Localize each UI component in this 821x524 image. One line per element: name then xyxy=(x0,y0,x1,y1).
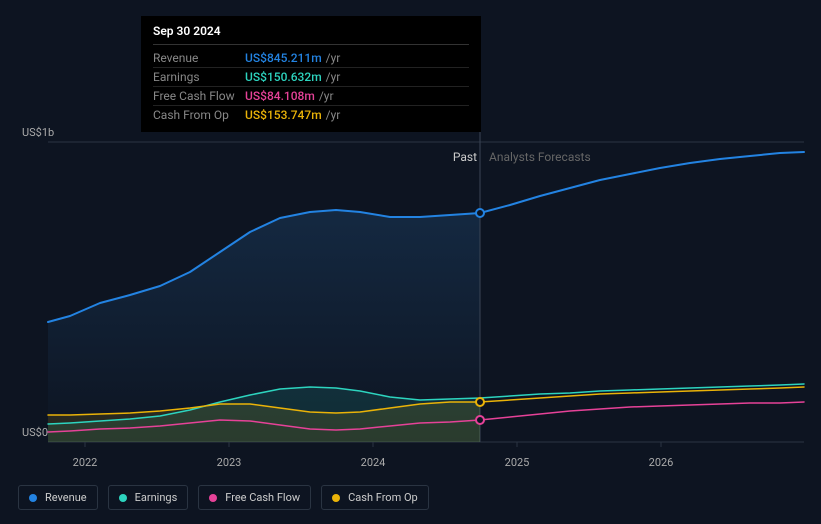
legend-dot-icon xyxy=(332,494,340,502)
x-axis-labels: 2022 2023 2024 2025 2026 xyxy=(48,456,805,472)
tooltip-metric-value: US$150.632m xyxy=(245,70,322,84)
legend-item-cfo[interactable]: Cash From Op xyxy=(321,485,429,510)
tooltip-metric-label: Earnings xyxy=(153,70,245,84)
x-axis-tick-label: 2023 xyxy=(217,456,242,469)
tooltip-unit: /yr xyxy=(319,89,334,103)
forecast-section-label: Analysts Forecasts xyxy=(489,150,591,164)
legend-item-revenue[interactable]: Revenue xyxy=(18,485,98,510)
tooltip-row: EarningsUS$150.632m/yr xyxy=(153,68,469,87)
x-axis-tick-label: 2025 xyxy=(505,456,530,469)
chart-tooltip: Sep 30 2024 RevenueUS$845.211m/yrEarning… xyxy=(141,16,481,132)
tooltip-metric-value: US$845.211m xyxy=(245,51,322,65)
tooltip-row: RevenueUS$845.211m/yr xyxy=(153,49,469,68)
tooltip-metric-value: US$153.747m xyxy=(245,108,322,122)
legend-label: Cash From Op xyxy=(348,491,418,504)
tooltip-metric-label: Free Cash Flow xyxy=(153,89,245,103)
tooltip-row: Free Cash FlowUS$84.108m/yr xyxy=(153,87,469,106)
y-axis-min-label: US$0 xyxy=(22,426,48,439)
tooltip-date: Sep 30 2024 xyxy=(153,24,469,45)
x-axis-tick-label: 2022 xyxy=(73,456,98,469)
x-axis-tick-label: 2026 xyxy=(649,456,674,469)
tooltip-metric-value: US$84.108m xyxy=(245,89,315,103)
legend-item-fcf[interactable]: Free Cash Flow xyxy=(198,485,311,510)
past-section-label: Past xyxy=(453,150,477,164)
legend-dot-icon xyxy=(119,494,127,502)
tooltip-unit: /yr xyxy=(326,70,341,84)
legend-label: Free Cash Flow xyxy=(225,491,300,504)
legend-item-earnings[interactable]: Earnings xyxy=(108,485,189,510)
tooltip-metric-label: Revenue xyxy=(153,51,245,65)
tooltip-metric-label: Cash From Op xyxy=(153,108,245,122)
tooltip-unit: /yr xyxy=(326,108,341,122)
tooltip-unit: /yr xyxy=(326,51,341,65)
y-axis-max-label: US$1b xyxy=(22,126,54,139)
tooltip-row: Cash From OpUS$153.747m/yr xyxy=(153,106,469,124)
legend-label: Revenue xyxy=(45,491,87,504)
x-axis-tick-label: 2024 xyxy=(361,456,386,469)
legend-label: Earnings xyxy=(135,491,178,504)
chart-legend: Revenue Earnings Free Cash Flow Cash From O… xyxy=(18,485,429,510)
earnings-revenue-chart: US$1b US$0 Past Analysts Forecasts 20222… xyxy=(0,0,821,524)
legend-dot-icon xyxy=(29,494,37,502)
legend-dot-icon xyxy=(209,494,217,502)
